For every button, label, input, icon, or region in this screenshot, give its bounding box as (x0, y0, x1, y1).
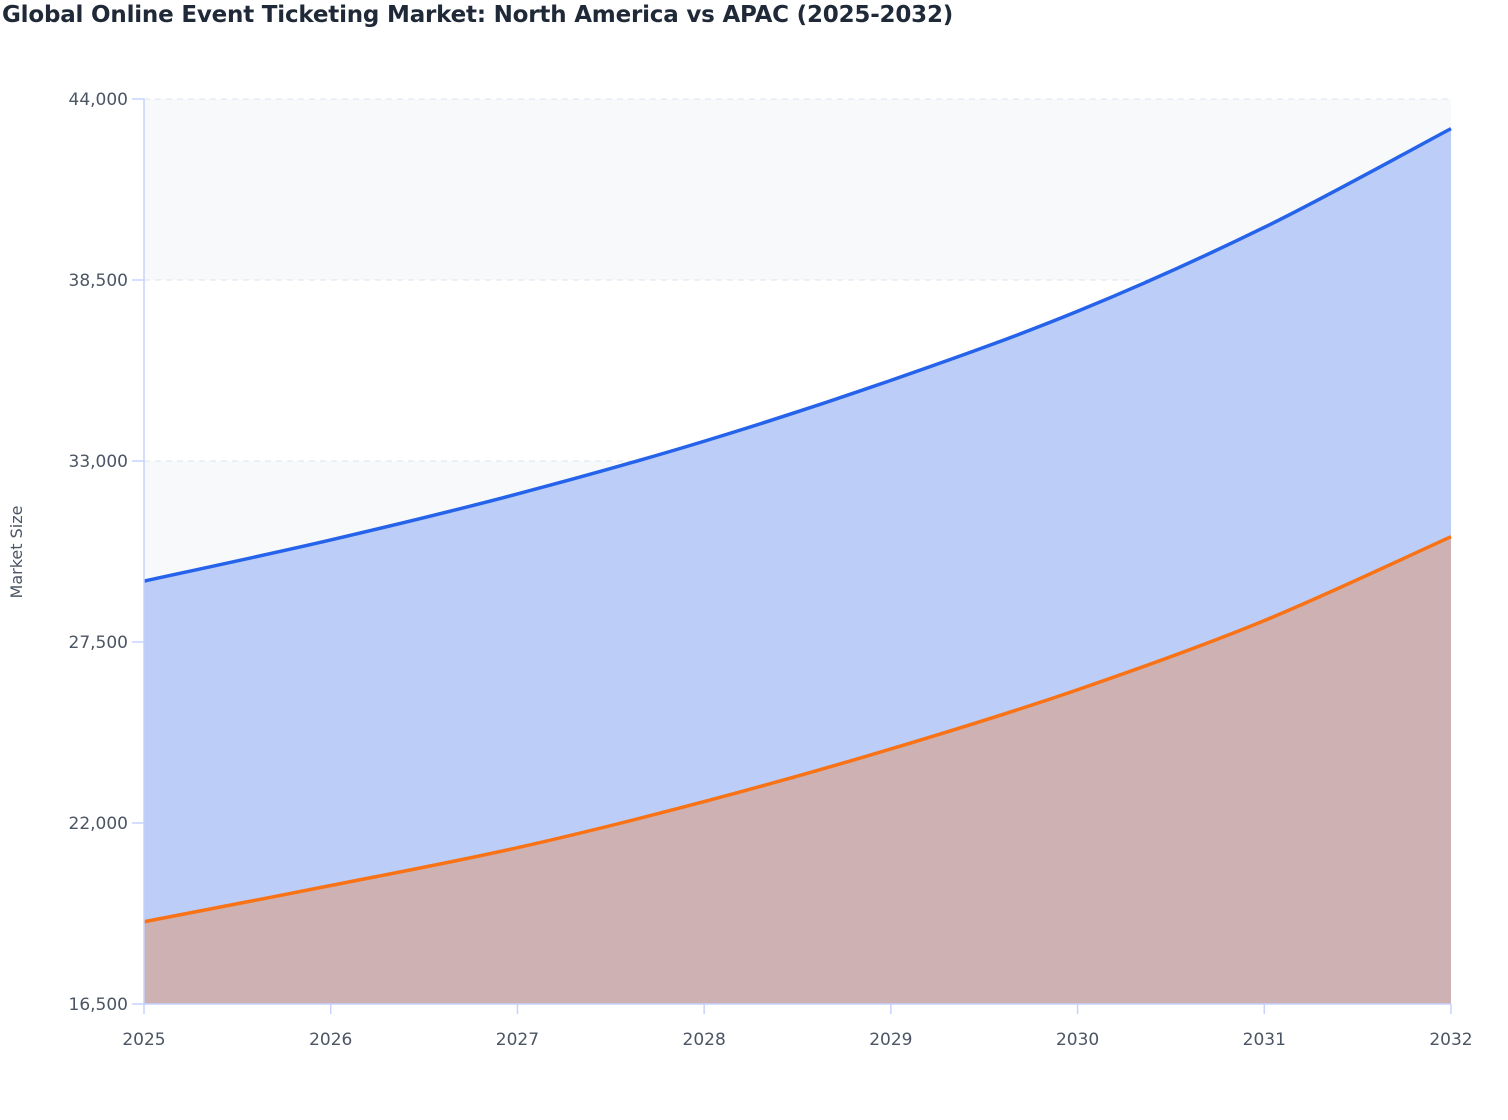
series-areas (143, 127, 1452, 1005)
series-2-area (144, 536, 1451, 1004)
x-tick-label: 2029 (869, 1030, 912, 1050)
y-tick-label: 38,500 (69, 271, 128, 291)
y-axis-label: Market Size (7, 506, 26, 599)
y-tick-label: 27,500 (69, 633, 128, 653)
x-tick-label: 2028 (683, 1030, 726, 1050)
y-tick-label: 22,000 (69, 814, 128, 834)
y-tick-labels: 16,500 22,000 27,500 33,000 38,500 44,000 (69, 90, 128, 1015)
x-tick-label: 2027 (496, 1030, 539, 1050)
y-tick-label: 33,000 (69, 452, 128, 472)
y-tick-label: 44,000 (69, 90, 128, 110)
x-tick-label: 2031 (1243, 1030, 1286, 1050)
series-2-line (143, 535, 1452, 924)
axes (132, 98, 1452, 1014)
x-tick-labels: 2025 2026 2027 2028 2029 2030 2031 2032 (122, 1030, 1472, 1050)
x-tick-label: 2026 (309, 1030, 352, 1050)
y-tick-label: 16,500 (69, 995, 128, 1015)
x-tick-label: 2030 (1056, 1030, 1099, 1050)
chart-title: Global Online Event Ticketing Market: No… (2, 2, 954, 28)
x-tick-label: 2025 (122, 1030, 165, 1050)
series-1-line (143, 127, 1452, 583)
x-tick-label: 2032 (1429, 1030, 1472, 1050)
